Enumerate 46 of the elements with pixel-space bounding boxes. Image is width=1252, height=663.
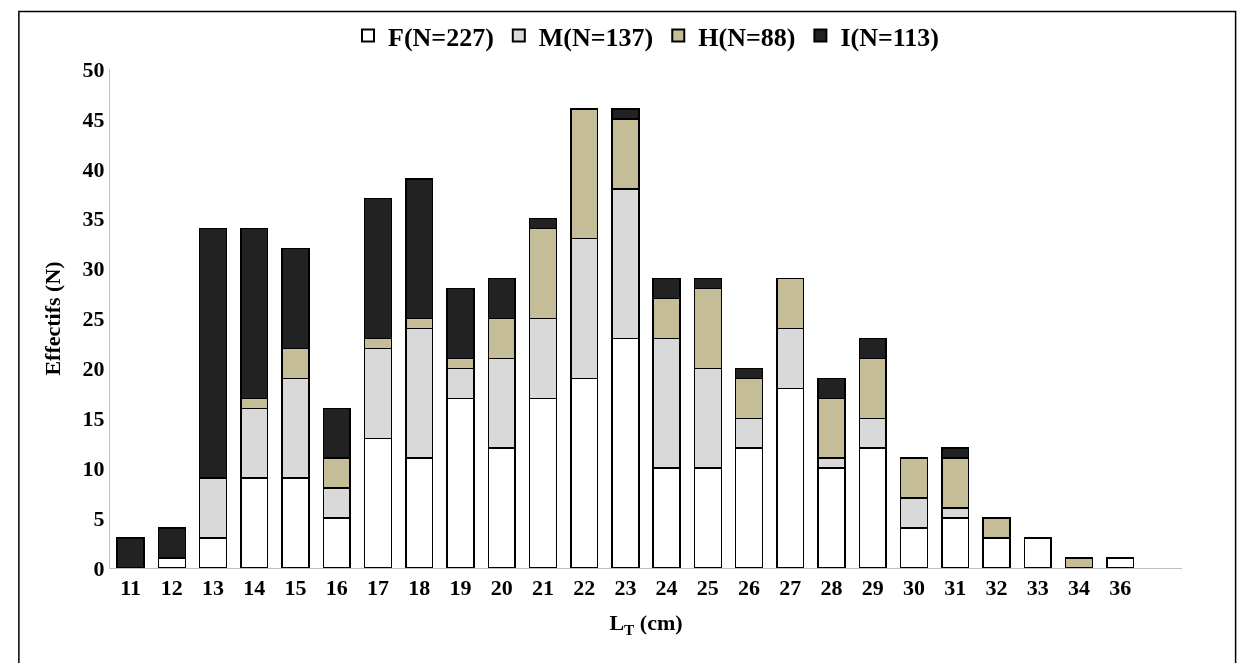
y-tick-label: 50: [82, 56, 105, 82]
bar: [1064, 557, 1094, 568]
x-tick-label: 26: [738, 575, 761, 601]
y-tick-label: 25: [82, 306, 105, 332]
x-tick-label: 24: [655, 575, 678, 601]
legend-label: F(N=227): [388, 22, 494, 52]
y-tick-label: 10: [82, 455, 105, 481]
x-tick-label: 13: [202, 575, 225, 601]
x-tick-label: 11: [120, 575, 142, 601]
x-tick-label: 29: [861, 575, 884, 601]
legend-label: H(N=88): [698, 22, 796, 52]
x-tick-label: 17: [367, 575, 389, 601]
x-tick-label: 33: [1026, 575, 1049, 601]
x-tick-label: 30: [903, 575, 925, 601]
y-tick-label: 15: [82, 406, 105, 431]
y-tick-label: 35: [82, 206, 105, 232]
y-tick-label: 30: [82, 256, 105, 282]
x-tick-label: 21: [531, 575, 554, 601]
x-tick-label: 23: [614, 575, 637, 601]
x-axis-title: L$_{T}$ (cm): [609, 610, 683, 638]
x-tick-label: 19: [449, 575, 472, 601]
x-tick-label: 25: [696, 575, 719, 601]
x-tick-label: 32: [985, 575, 1008, 601]
x-tick-label: 12: [160, 575, 183, 601]
x-tick-label: 18: [408, 575, 431, 601]
y-tick-label: 20: [82, 356, 105, 382]
x-tick-label: 20: [490, 575, 513, 601]
bar: [1106, 557, 1135, 568]
y-axis-title: Effectifs (N): [40, 261, 66, 376]
legend-label: M(N=137): [538, 22, 654, 52]
x-tick-label: 31: [944, 575, 967, 601]
x-tick-label: 28: [820, 575, 843, 601]
bar: [1023, 537, 1052, 568]
x-tick-label: 36: [1109, 575, 1132, 601]
y-tick-label: 40: [82, 156, 105, 182]
x-tick-label: 27: [779, 575, 802, 601]
x-tick-label: 15: [284, 575, 307, 601]
bar: [116, 537, 145, 568]
x-tick-label: 14: [243, 575, 266, 601]
x-tick-label: 34: [1067, 575, 1090, 601]
y-tick-label: 45: [82, 106, 105, 132]
x-tick-label: 16: [325, 575, 348, 601]
y-tick-label: 5: [93, 505, 105, 531]
y-tick-label: 0: [93, 555, 105, 581]
legend-label: I(N=113): [840, 22, 939, 52]
x-tick-label: 22: [573, 575, 596, 601]
